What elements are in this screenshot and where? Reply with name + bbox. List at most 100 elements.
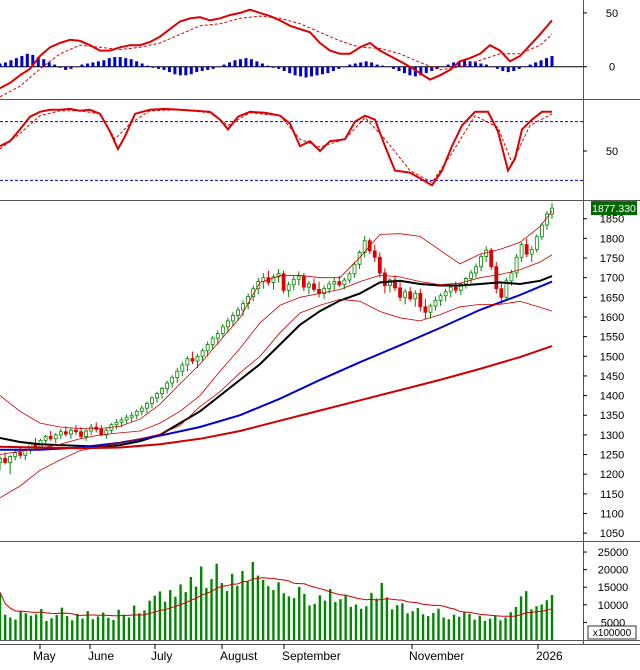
volume-bar (34, 614, 38, 640)
volume-bar (184, 592, 187, 640)
volume-bar (282, 593, 285, 640)
candle-body (296, 275, 301, 280)
candle-body (428, 305, 433, 313)
candle-body (307, 283, 311, 288)
volume-bar (457, 616, 461, 640)
macd-histogram-bar (381, 65, 385, 67)
volume-bar (169, 590, 172, 640)
volume-y-tick-label: 10000 (598, 600, 629, 612)
volume-y-tick-label: 20000 (598, 565, 629, 577)
candle-body (337, 281, 342, 286)
macd-histogram-bar (359, 62, 363, 67)
candle-body (332, 281, 337, 285)
price-y-tick-label: 1850 (600, 214, 624, 226)
candle-body (241, 303, 245, 311)
volume-bar (40, 609, 43, 640)
macd-histogram-bar (315, 66, 319, 76)
volume-bar (24, 613, 27, 640)
candle-body (3, 458, 7, 463)
macd-histogram-bar (320, 66, 324, 75)
candle-body (220, 326, 225, 334)
price-y-tick-label: 1500 (600, 351, 624, 363)
candle-body (195, 355, 200, 362)
candle-body (205, 344, 210, 352)
volume-bar (143, 610, 146, 640)
macd-histogram-bar (255, 61, 259, 67)
candle-body (63, 431, 68, 435)
macd-histogram-bar (337, 66, 341, 69)
volume-bar (525, 591, 528, 640)
macd-histogram-bar (135, 61, 139, 67)
macd-histogram-bar (539, 60, 543, 67)
macd-histogram-bar (0, 63, 2, 67)
volume-bar (86, 611, 89, 640)
volume-bar (530, 609, 533, 640)
candle-body (322, 288, 327, 294)
volume-bar (205, 587, 208, 640)
volume-bar (468, 613, 471, 640)
volume-bar (354, 604, 358, 640)
candle-body (519, 244, 524, 258)
last-price-label: 1877.330 (592, 203, 636, 215)
volume-bar (421, 614, 425, 640)
macd-histogram-bar (118, 57, 122, 67)
macd-histogram-bar (430, 66, 434, 72)
volume-bar (65, 616, 69, 640)
volume-bar (60, 607, 64, 640)
volume-bar (328, 588, 332, 640)
candle-body (479, 256, 484, 268)
macd-histogram-bar (299, 66, 303, 77)
volume-bar (251, 561, 254, 640)
volume-bar (29, 615, 33, 640)
volume-bar (220, 583, 224, 640)
volume-bar (478, 615, 481, 640)
macd-histogram-bar (249, 59, 253, 67)
volume-bar (298, 586, 301, 640)
volume-bar (71, 620, 74, 640)
candle-body (403, 291, 408, 298)
macd-histogram-bar (107, 58, 111, 67)
macd-histogram-bar (364, 61, 368, 67)
macd-histogram-bar (550, 55, 554, 67)
candle-body (469, 272, 473, 279)
candle-body (160, 388, 164, 395)
macd-histogram-bar (184, 66, 188, 76)
macd-histogram-bar (397, 66, 401, 72)
volume-bar (81, 618, 84, 640)
x-tick-label: August (220, 649, 258, 663)
volume-bar (483, 621, 487, 640)
volume-bar (261, 579, 265, 640)
macd-histogram-bar (80, 64, 84, 67)
volume-bar (447, 619, 451, 640)
volume-bar (91, 619, 95, 640)
macd-histogram-bar (228, 62, 232, 67)
macd-histogram-bar (490, 66, 494, 68)
candle-body (301, 275, 306, 288)
price-y-tick-label: 1650 (600, 292, 624, 304)
macd-histogram-bar (463, 60, 467, 67)
candle-body (448, 286, 453, 293)
candle-body (458, 283, 463, 291)
candle-body (13, 452, 18, 457)
candle-body (119, 419, 124, 423)
macd-histogram-bar (534, 62, 538, 67)
candle-body (99, 428, 104, 436)
price-y-tick-label: 1400 (600, 391, 624, 403)
volume-bar (107, 617, 110, 640)
macd-histogram-bar (3, 62, 7, 67)
volume-bar (215, 563, 218, 640)
macd-histogram-bar (156, 66, 160, 69)
macd-histogram-bar (96, 61, 100, 67)
volume-bar (225, 591, 229, 640)
macd-histogram-bar (392, 66, 396, 69)
macd-histogram-bar (353, 63, 357, 67)
volume-bar (550, 594, 554, 640)
candle-body (327, 283, 332, 290)
macd-histogram-bar (331, 66, 335, 72)
macd-histogram-bar (20, 55, 24, 67)
candle-body (271, 276, 276, 283)
candle-body (393, 279, 397, 289)
volume-bar (401, 603, 404, 640)
